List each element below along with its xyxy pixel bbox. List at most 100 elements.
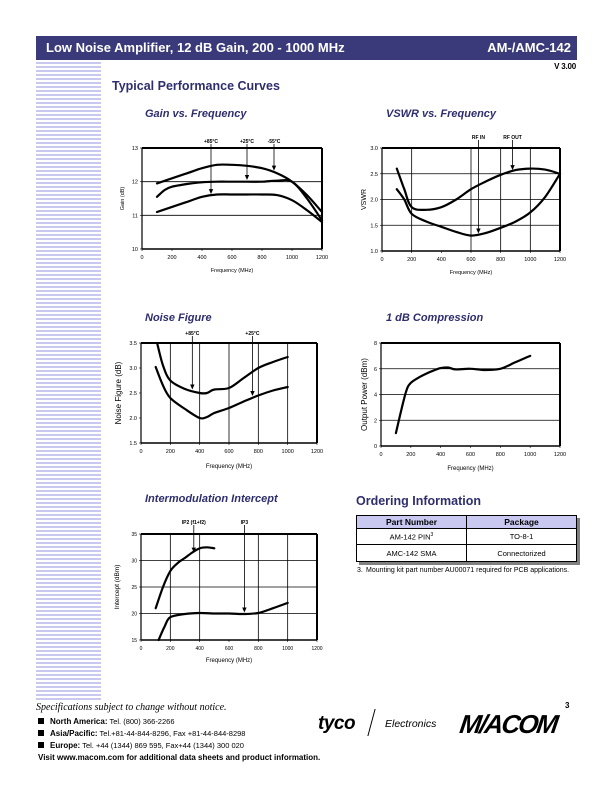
chart-title-compression: 1 dB Compression [386, 312, 484, 324]
ip-series-line-1 [157, 601, 289, 642]
ip-x-tick-label: 200 [166, 646, 175, 652]
vswr-y-tick-label: 2.5 [370, 172, 378, 178]
vswr-series-line-1 [395, 172, 562, 237]
vswr-y-tick-label: 3.0 [370, 146, 378, 152]
header-part-number: AM-/AMC-142 [487, 40, 571, 55]
chart-title-vswr: VSWR vs. Frequency [386, 108, 497, 120]
ip-annotation-arrowhead [191, 547, 196, 553]
ip-series-line-0 [154, 546, 216, 610]
section-title: Typical Performance Curves [112, 79, 280, 93]
contact-info: Tel. +44 (1344) 869 595, Fax+44 (1344) 3… [82, 741, 244, 750]
footnote-text: Mounting kit part number AU00071 require… [366, 567, 570, 574]
gain-x-tick-label: 1200 [316, 255, 328, 261]
table-row: AMC-142 SMA Connectorized [356, 544, 577, 562]
page-number: 3 [565, 701, 570, 710]
cell-package: Connectorized [466, 544, 577, 562]
vswr-x-tick-label: 0 [380, 257, 383, 263]
gain-y-axis-label: Gain (dB) [120, 187, 126, 211]
gain-annotation-label: -55°C [268, 139, 281, 145]
version-label: V 3.00 [554, 62, 576, 71]
nf-x-tick-label: 400 [195, 449, 204, 455]
nf-series-line-0 [156, 341, 289, 395]
ip-y-tick-label: 35 [131, 532, 137, 538]
ordering-table: Part Number Package AM-142 PIN3 TO-8-1 A… [356, 515, 577, 562]
ip-x-tick-label: 600 [225, 646, 234, 652]
contact-info: Tel.+81-44-844-8296, Fax +81-44-844-8298 [99, 729, 246, 738]
gain-annotation-label: +25°C [240, 139, 254, 145]
contact-asia-pacific: Asia/Pacific: Tel.+81-44-844-8296, Fax +… [38, 729, 245, 738]
vswr-x-tick-label: 400 [437, 257, 446, 263]
part-number-text: AM-142 PIN [389, 532, 431, 542]
nf-annotation-arrowhead [190, 384, 195, 390]
gain-x-axis-label: Frequency (MHz) [211, 268, 254, 274]
p1db-y-tick-label: 0 [374, 444, 377, 450]
gain-series-line-2 [155, 193, 324, 224]
cell-part-number: AMC-142 SMA [356, 544, 467, 562]
ip-annotation-label: IP3 [241, 520, 249, 526]
nf-y-tick-label: 3.0 [129, 366, 137, 372]
region-label: Europe: [50, 741, 81, 750]
visit-website-note: Visit www.macom.com for additional data … [38, 753, 321, 762]
contact-europe: Europe: Tel. +44 (1344) 869 595, Fax+44 … [38, 741, 244, 750]
p1db-y-tick-label: 4 [374, 393, 377, 399]
ip-x-axis-label: Frequency (MHz) [206, 658, 252, 664]
column-header-package: Package [466, 515, 577, 529]
nf-annotation-arrowhead [250, 391, 255, 396]
footnote-ref: 3 [430, 531, 434, 538]
p1db-x-tick-label: 0 [379, 452, 382, 458]
vswr-series-line-0 [395, 167, 562, 212]
ip-y-axis-label: Intercept (dBm) [114, 565, 121, 610]
cell-part-number: AM-142 PIN3 [356, 528, 467, 545]
ip-y-tick-label: 15 [131, 638, 137, 644]
chart-title-gain: Gain vs. Frequency [145, 108, 247, 120]
vswr-x-tick-label: 1200 [554, 257, 566, 263]
ip-x-tick-label: 1000 [282, 646, 293, 652]
nf-series-line-1 [154, 365, 289, 420]
p1db-x-axis-label: Frequency (MHz) [447, 466, 493, 472]
electronics-logo-text: Electronics [385, 718, 437, 730]
p1db-series-line-0 [394, 354, 532, 435]
gain-annotation-label: +85°C [204, 139, 218, 145]
footnote: 3. Mounting kit part number AU00071 requi… [357, 566, 587, 575]
gain-y-tick-label: 10 [132, 247, 138, 253]
p1db-y-tick-label: 8 [374, 341, 377, 347]
ip-x-tick-label: 400 [195, 646, 204, 652]
ip-x-tick-label: 1200 [311, 646, 322, 652]
contact-north-america: North America: Tel. (800) 366-2266 [38, 717, 175, 726]
p1db-x-tick-label: 1200 [554, 452, 566, 458]
column-header-part-number: Part Number [356, 515, 467, 529]
bullet-icon [38, 742, 44, 748]
vswr-annotation-arrowhead [476, 228, 481, 234]
gain-x-tick-label: 800 [257, 255, 266, 261]
nf-annotation-label: +25°C [245, 331, 259, 337]
region-label: North America: [50, 717, 108, 726]
gain-series-line-1 [155, 178, 324, 222]
vswr-annotation-label: RF OUT [503, 135, 522, 141]
table-row: AM-142 PIN3 TO-8-1 [356, 528, 577, 545]
gain-y-tick-label: 12 [132, 180, 138, 186]
vswr-x-tick-label: 600 [466, 257, 475, 263]
macom-logo: M/ACOM [457, 709, 559, 739]
vswr-x-tick-label: 200 [407, 257, 416, 263]
p1db-x-tick-label: 600 [466, 452, 475, 458]
gain-x-tick-label: 200 [167, 255, 176, 261]
p1db-y-axis-label: Output Power (dBm) [360, 358, 369, 431]
bullet-icon [38, 718, 44, 724]
vswr-y-axis-label: VSWR [361, 189, 368, 210]
ip-y-tick-label: 20 [131, 612, 137, 618]
nf-y-tick-label: 1.5 [129, 441, 137, 447]
gain-x-tick-label: 1000 [286, 255, 298, 261]
nf-x-tick-label: 0 [139, 449, 142, 455]
ip-y-tick-label: 25 [131, 585, 137, 591]
vswr-y-tick-label: 2.0 [370, 198, 378, 204]
specifications-note: Specifications subject to change without… [36, 702, 227, 713]
ip-y-tick-label: 30 [131, 559, 137, 565]
nf-x-tick-label: 600 [224, 449, 233, 455]
nf-y-tick-label: 2.5 [129, 391, 137, 397]
cell-package: TO-8-1 [466, 528, 577, 545]
nf-annotation-label: +85°C [185, 331, 199, 337]
p1db-x-tick-label: 1000 [524, 452, 536, 458]
nf-y-tick-label: 3.5 [129, 341, 137, 347]
gain-y-tick-label: 13 [132, 146, 138, 152]
